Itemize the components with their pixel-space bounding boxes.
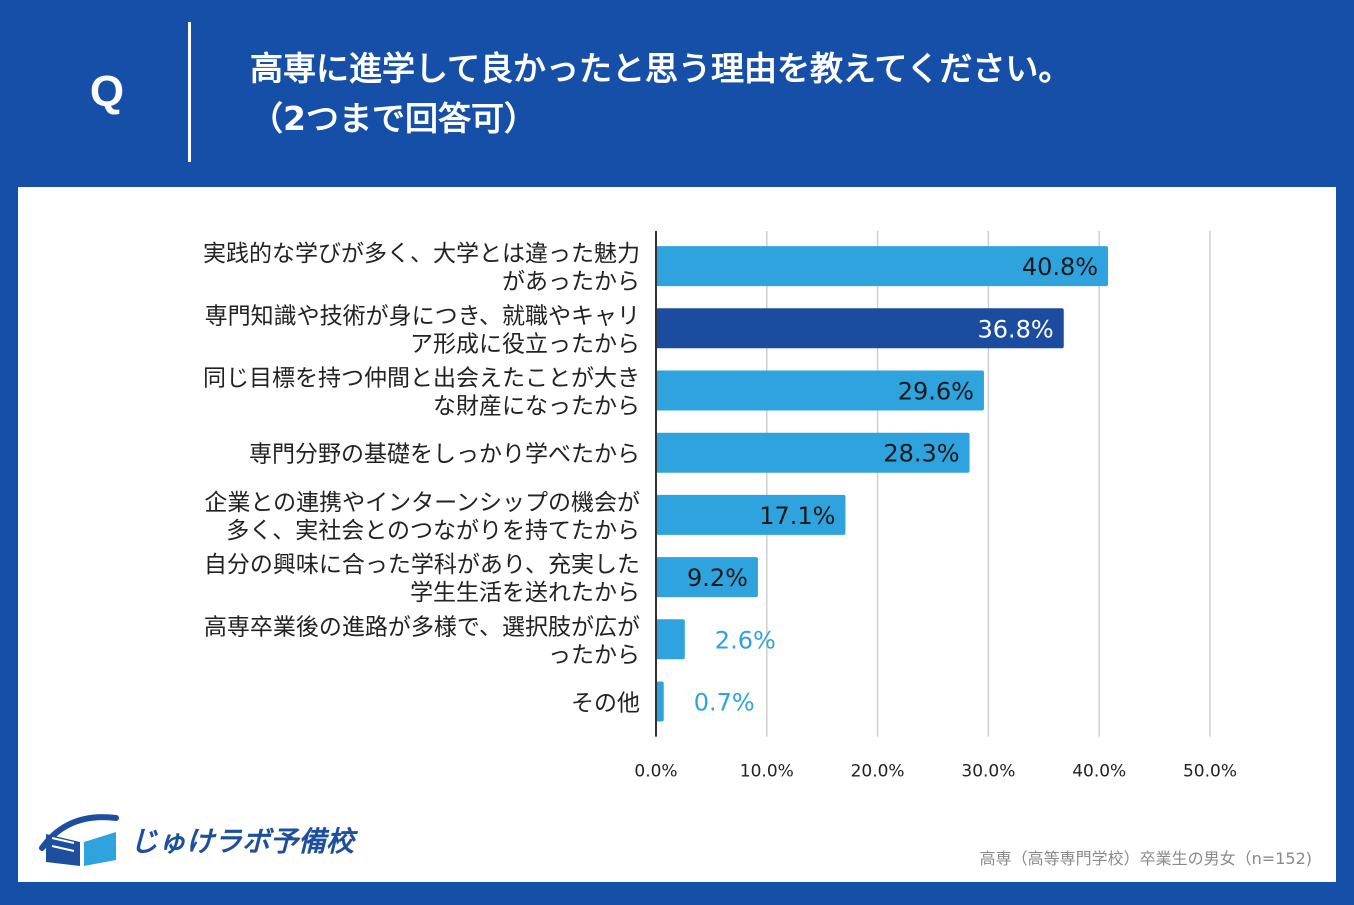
category-label: 多く、実社会とのつながりを持てたから [226, 518, 640, 544]
bar [656, 370, 984, 411]
bar [656, 246, 1109, 287]
brand-logo: じゅけラボ予備校 [38, 808, 358, 868]
category-label: その他 [571, 691, 640, 717]
data-label: 2.6% [715, 626, 776, 654]
x-tick-label: 0.0% [634, 762, 677, 782]
open-book-icon [39, 814, 119, 866]
x-tick-label: 10.0% [740, 762, 794, 782]
bar [656, 619, 685, 660]
data-label: 36.8% [977, 315, 1053, 343]
question-label: Q [89, 67, 125, 116]
category-label: ア形成に役立ったから [410, 331, 640, 357]
x-tick-label: 30.0% [961, 762, 1015, 782]
data-label: 28.3% [883, 440, 959, 468]
data-label: 9.2% [687, 564, 748, 592]
chart-panel: 0.0% 10.0% 20.0% 30.0% 40.0% 50.0% 40.8% 実践的な学び… [18, 187, 1336, 882]
category-label: 学生生活を送れたから [410, 580, 640, 606]
data-label: 40.8% [1022, 253, 1098, 281]
category-label: 自分の興味に合った学科があり、充実した [204, 552, 640, 578]
category-label: 高専卒業後の進路が多様で、選択肢が広が [204, 614, 640, 640]
bar [656, 557, 758, 598]
category-label: な財産になったから [433, 394, 640, 420]
bar [656, 432, 970, 473]
category-label: ったから [548, 642, 640, 668]
category-label: 専門知識や技術が身につき、就職やキャリ [205, 303, 640, 329]
category-label: 企業との連携やインターンシップの機会が [204, 490, 640, 516]
x-tick-label: 50.0% [1183, 762, 1237, 782]
question-title: 高専に進学して良かったと思う理由を教えてください。 （2つまで回答可） [250, 44, 1310, 144]
category-label: 専門分野の基礎をしっかり学べたから [249, 442, 640, 468]
data-label: 0.7% [694, 689, 755, 717]
x-tick-label: 40.0% [1072, 762, 1126, 782]
header-divider [188, 22, 191, 162]
bar [656, 681, 664, 722]
data-label: 29.6% [898, 378, 974, 406]
sample-footnote: 高専（高等専門学校）卒業生の男女（n=152) [979, 849, 1312, 868]
question-title-line1: 高専に進学して良かったと思う理由を教えてください。 [250, 49, 1072, 88]
question-title-line2: （2つまで回答可） [250, 99, 537, 138]
bar-chart: 0.0% 10.0% 20.0% 30.0% 40.0% 50.0% 40.8% 実践的な学び… [203, 231, 1237, 782]
category-label: 同じ目標を持つ仲間と出会えたことが大き [203, 366, 640, 392]
data-label: 17.1% [759, 502, 835, 530]
category-label: 実践的な学びが多く、大学とは違った魅力 [203, 241, 640, 267]
x-tick-label: 20.0% [851, 762, 905, 782]
bar [656, 308, 1064, 349]
category-label: があったから [502, 269, 640, 295]
brand-name: じゅけラボ予備校 [130, 825, 355, 858]
bar [656, 494, 846, 535]
